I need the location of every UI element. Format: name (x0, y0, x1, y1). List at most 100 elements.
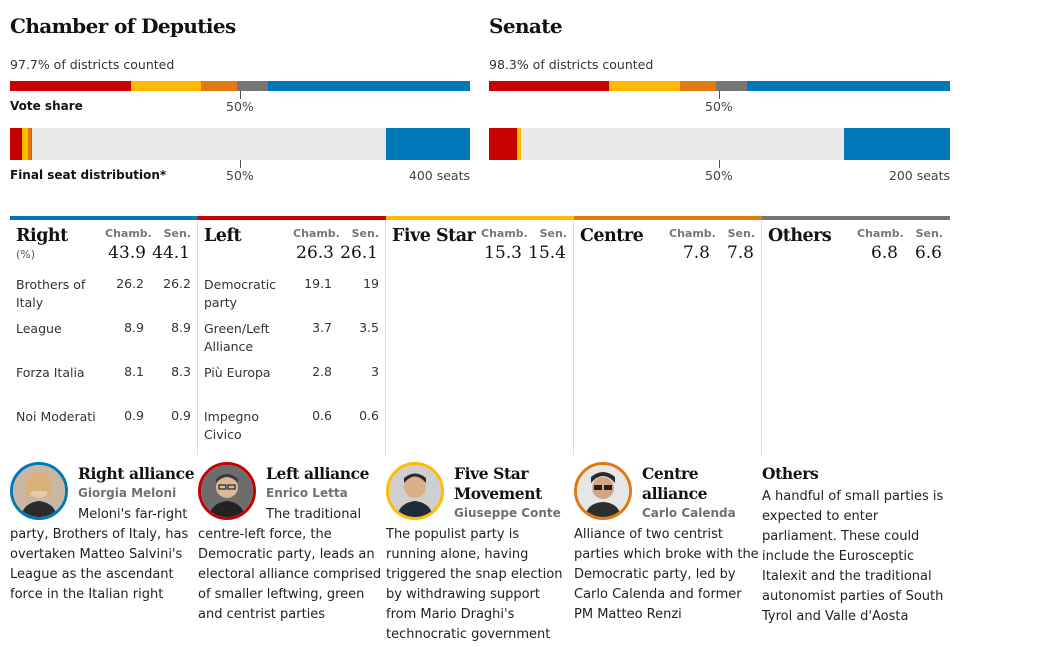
vote-share-segment-left (489, 81, 610, 91)
sen-header: Sen. (727, 227, 755, 240)
chamber-total-seats: 400 seats (408, 168, 470, 183)
group-column-centre: Centre Chamb. Sen. 7.8 7.8 (574, 216, 762, 455)
vote-share-segment-others (236, 81, 269, 91)
group-name: Right (16, 226, 68, 246)
portrait-icon (577, 465, 629, 517)
party-name: League (16, 321, 62, 336)
chamb-header: Chamb. (105, 227, 152, 240)
giuseppe-conte-avatar (386, 462, 444, 520)
senate-vote-share-bar (489, 81, 950, 91)
group-name: Others (768, 226, 832, 246)
card-others: Others A handful of small parties is exp… (762, 462, 949, 627)
chamber-counted: 97.7% of districts counted (10, 57, 175, 72)
portrait-icon (13, 465, 65, 517)
chamber-seat-bar (10, 128, 470, 160)
seat-segment-right (386, 128, 470, 160)
vote-share-segment-centre (201, 81, 237, 91)
enrico-letta-avatar (198, 462, 256, 520)
group-chamb-value: 26.3 (296, 243, 334, 263)
chamber-seat-half-tick (240, 160, 241, 168)
sen-header: Sen. (351, 227, 379, 240)
chamb-header: Chamb. (669, 227, 716, 240)
senate-seat-half-label: 50% (705, 168, 733, 183)
group-chamb-value: 15.3 (484, 243, 522, 263)
group-sen-value: 7.8 (726, 243, 754, 263)
card-leader: Giorgia Meloni (78, 486, 177, 500)
card-title: Others (762, 464, 819, 483)
party-chamb-value: 2.8 (312, 364, 332, 379)
seat-segment-others (30, 128, 32, 160)
group-color-line (386, 216, 574, 220)
vote-share-label: Vote share (10, 99, 83, 113)
seat-segment-centre (28, 128, 31, 160)
group-sen-value: 6.6 (914, 243, 942, 263)
party-chamb-value: 0.6 (312, 408, 332, 423)
seat-segment-left (10, 128, 22, 160)
chamber-title: Chamber of Deputies (10, 14, 236, 38)
party-name: Più Europa (204, 365, 271, 380)
card-title: Left alliance (266, 464, 370, 483)
chamb-header: Chamb. (857, 227, 904, 240)
carlo-calenda-avatar (574, 462, 632, 520)
group-column-others: Others Chamb. Sen. 6.8 6.6 (762, 216, 950, 455)
party-name: Brothers of Italy (16, 277, 86, 310)
card-leader: Enrico Letta (266, 486, 348, 500)
seat-segment-five-star (21, 128, 29, 160)
portrait-icon (389, 465, 441, 517)
card-description: Alliance of two centrist parties which b… (574, 527, 759, 622)
party-chamb-value: 8.1 (124, 364, 144, 379)
sen-header: Sen. (915, 227, 943, 240)
party-chamb-value: 26.2 (116, 276, 144, 291)
party-chamb-value: 3.7 (312, 320, 332, 335)
group-column-five-star: Five Star Chamb. Sen. 15.3 15.4 (386, 216, 574, 455)
chamb-header: Chamb. (293, 227, 340, 240)
seat-segment-right (843, 128, 950, 160)
card-description: Meloni's far-right party, Brothers of It… (10, 507, 189, 602)
seat-segment-left (489, 128, 517, 160)
group-column-left: Left Chamb. Sen. 26.3 26.1 Democratic party 19… (198, 216, 386, 455)
party-name: Forza Italia (16, 365, 85, 380)
group-color-line (10, 216, 198, 220)
party-sen-value: 8.9 (171, 320, 191, 335)
party-sen-value: 19 (363, 276, 379, 291)
seat-distribution-label: Final seat distribution* (10, 168, 167, 182)
party-sen-value: 0.6 (359, 408, 379, 423)
chamber-vote-share-bar (10, 81, 470, 91)
group-name: Centre (580, 226, 644, 246)
senate-half-tick (719, 91, 720, 99)
vote-share-segment-others (716, 81, 747, 91)
party-name: Democratic party (204, 277, 277, 310)
senate-seat-bar (489, 128, 950, 160)
party-sen-value: 0.9 (171, 408, 191, 423)
card-leader: Giuseppe Conte (454, 506, 561, 520)
vote-share-segment-right (746, 81, 950, 91)
card-description: The traditional centre-left force, the D… (198, 507, 382, 622)
party-chamb-value: 0.9 (124, 408, 144, 423)
seat-segment-five-star (516, 128, 522, 160)
group-color-line (574, 216, 762, 220)
senate-total-seats: 200 seats (888, 168, 950, 183)
party-sen-value: 3 (371, 364, 379, 379)
group-unit: (%) (16, 248, 36, 261)
vote-share-segment-right (268, 81, 470, 91)
group-chamb-value: 6.8 (870, 243, 898, 263)
vote-share-segment-five-star (609, 81, 681, 91)
party-name: Noi Moderati (16, 409, 96, 424)
group-column-right: Right (%) Chamb. Sen. 43.9 44.1 Brothers of It… (10, 216, 198, 455)
sen-header: Sen. (539, 227, 567, 240)
card-description: A handful of small parties is expected t… (762, 489, 944, 624)
senate-title: Senate (489, 14, 563, 38)
sen-header: Sen. (163, 227, 191, 240)
group-chamb-value: 43.9 (108, 243, 146, 263)
group-name: Left (204, 226, 242, 246)
group-color-line (198, 216, 386, 220)
card-title: Right alliance (78, 464, 195, 483)
vote-share-segment-left (10, 81, 131, 91)
card-title: Centre alliance (642, 464, 708, 503)
giorgia-meloni-avatar (10, 462, 68, 520)
group-sen-value: 15.4 (528, 243, 566, 263)
vote-share-segment-five-star (130, 81, 202, 91)
senate-seat-half-tick (719, 160, 720, 168)
party-name: Impegno Civico (204, 409, 259, 442)
card-leader: Carlo Calenda (642, 506, 736, 520)
